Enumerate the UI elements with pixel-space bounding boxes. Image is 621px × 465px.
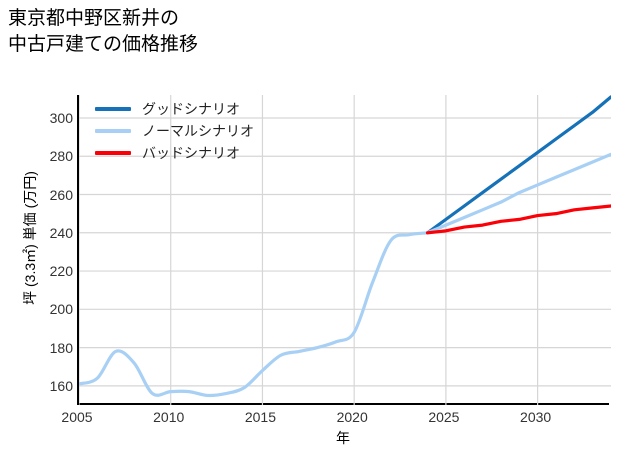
series-lines — [79, 95, 611, 398]
y-tick-label: 300 — [49, 109, 73, 126]
page-title: 東京都中野区新井の 中古戸建ての価格推移 — [8, 8, 199, 55]
y-tick-label: 200 — [49, 301, 73, 318]
y-tick-label: 180 — [49, 339, 73, 356]
series-line — [425, 152, 611, 235]
x-tick-label: 2030 — [520, 409, 552, 425]
y-tick-label: 160 — [49, 377, 73, 394]
x-tick-label: 2015 — [244, 409, 277, 425]
legend-item-label: グッドシナリオ — [142, 101, 240, 117]
x-tick-label: 2005 — [61, 409, 93, 425]
x-axis-ticks: 2005 2010 2015 2020 2025 2030 — [61, 409, 609, 429]
legend-color-swatch — [95, 151, 131, 155]
y-tick-label: 260 — [49, 186, 73, 203]
y-tick-label: 280 — [49, 148, 73, 165]
legend-item-label: バッドシナリオ — [142, 145, 240, 161]
series-line — [79, 231, 430, 398]
x-tick-label: 2025 — [428, 409, 460, 425]
gridlines — [79, 95, 611, 405]
legend-color-swatch — [95, 107, 131, 111]
y-axis-ticks: 160 180 200 220 240 260 280 300 — [37, 95, 73, 405]
chart-legend: グッドシナリオ ノーマルシナリオ バッドシナリオ — [95, 98, 254, 164]
y-tick-label: 240 — [49, 224, 73, 241]
legend-item[interactable]: ノーマルシナリオ — [95, 120, 254, 142]
x-axis-title: 年 — [336, 430, 350, 446]
series-line — [425, 204, 611, 235]
legend-item[interactable]: バッドシナリオ — [95, 142, 254, 164]
legend-color-swatch — [95, 129, 131, 133]
x-tick-label: 2010 — [153, 409, 185, 425]
legend-item[interactable]: グッドシナリオ — [95, 98, 254, 120]
x-tick-label: 2020 — [336, 409, 368, 425]
plot-svg — [79, 95, 611, 405]
y-tick-label: 220 — [49, 263, 73, 280]
series-line — [425, 95, 611, 235]
plot-area — [77, 95, 611, 405]
legend-item-label: ノーマルシナリオ — [142, 123, 254, 139]
